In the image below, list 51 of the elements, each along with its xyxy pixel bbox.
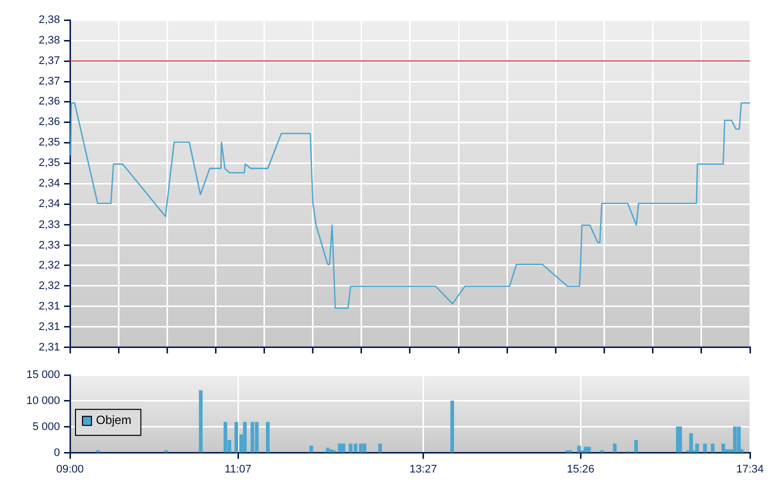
bar (587, 446, 591, 452)
x-tick-label: 11:07 (224, 463, 252, 476)
x-tick-label: 13:27 (409, 463, 437, 476)
x-tick-label: 17:34 (736, 463, 764, 476)
y-tick-label: 2,31 (38, 341, 60, 354)
y-tick-label: 2,33 (38, 239, 60, 252)
bar (703, 444, 707, 452)
y-tick-label: 15 000 (26, 369, 60, 382)
y-tick-label: 0 (54, 446, 60, 459)
y-tick-label: 2,31 (38, 300, 60, 312)
y-tick-label: 2,34 (38, 178, 60, 190)
bar (733, 426, 737, 452)
y-tick-label: 2,37 (38, 55, 60, 68)
bar (342, 444, 346, 452)
y-tick-label: 2,36 (38, 96, 60, 108)
y-tick-label: 5 000 (32, 420, 60, 433)
bar (689, 433, 693, 452)
x-tick-label: 09:00 (56, 463, 84, 476)
bar (450, 400, 454, 452)
bar (243, 422, 247, 452)
y-tick-label: 2,38 (38, 14, 60, 26)
bar (721, 444, 726, 452)
bar (326, 448, 330, 452)
bar (250, 422, 254, 452)
y-tick-label: 2,32 (38, 280, 60, 292)
y-tick-label: 2,36 (38, 116, 60, 128)
bar (254, 422, 259, 452)
bar (612, 444, 617, 452)
y-tick-label: 2,34 (38, 198, 60, 210)
y-tick-label: 2,33 (38, 218, 60, 231)
bar (577, 446, 581, 452)
bar (338, 444, 342, 452)
bar (224, 422, 228, 452)
bar (695, 444, 699, 452)
y-tick-label: 2,38 (38, 34, 60, 47)
y-tick-label: 2,35 (38, 136, 60, 149)
bar (198, 390, 203, 452)
bar (266, 422, 270, 452)
bar (634, 440, 638, 452)
bar (309, 446, 314, 452)
x-tick-label: 15:26 (566, 463, 594, 476)
y-tick-label: 2,32 (38, 259, 60, 272)
bar (362, 444, 366, 452)
bar (710, 444, 715, 452)
bar (378, 444, 382, 452)
y-tick-label: 2,37 (38, 76, 60, 88)
y-tick-label: 10 000 (26, 394, 60, 407)
y-tick-label: 2,35 (38, 157, 60, 170)
legend-label: Objem (96, 413, 132, 428)
bar (737, 426, 741, 452)
y-tick-label: 2,31 (38, 320, 60, 333)
